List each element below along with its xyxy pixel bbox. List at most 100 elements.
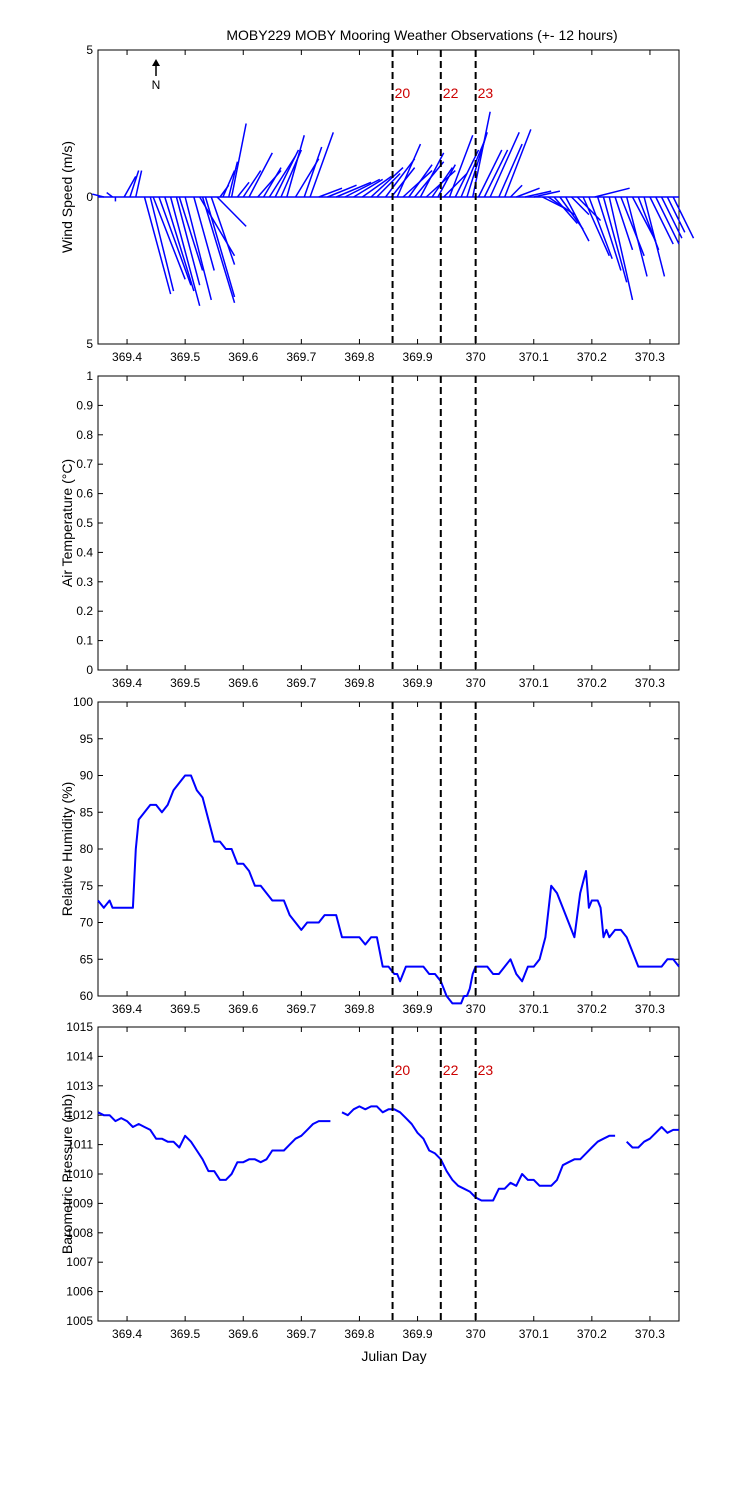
wind-vector bbox=[602, 196, 628, 283]
x-tick-label: 369.4 bbox=[112, 1002, 142, 1016]
wind-vector bbox=[509, 184, 523, 198]
series-line bbox=[97, 774, 680, 1005]
series-line bbox=[341, 1105, 616, 1202]
y-tick-label: 1015 bbox=[66, 1020, 93, 1034]
x-tick-label: 370.1 bbox=[519, 676, 549, 690]
wind-vector bbox=[582, 196, 610, 257]
x-tick-label: 369.8 bbox=[344, 1002, 374, 1016]
wind-vector bbox=[175, 196, 201, 286]
y-tick-label: 0 bbox=[86, 190, 93, 204]
wind-vector bbox=[268, 155, 297, 198]
wind-vector bbox=[408, 164, 433, 198]
y-tick-label: 5 bbox=[86, 43, 93, 57]
panel-3: 369.4 369.5 369.6 369.7 369.8 369.9 370 370.1 37… bbox=[59, 695, 680, 1016]
wind-vector bbox=[370, 167, 404, 198]
x-tick-label: 369.7 bbox=[286, 676, 316, 690]
wind-vector bbox=[309, 132, 335, 198]
x-tick-label: 370.2 bbox=[577, 350, 607, 364]
wind-vector bbox=[666, 196, 686, 233]
y-tick-label: 1005 bbox=[66, 1314, 93, 1328]
wind-vector bbox=[106, 191, 113, 198]
wind-vector bbox=[483, 149, 509, 198]
wind-vector bbox=[660, 196, 683, 239]
wind-vector bbox=[230, 123, 247, 198]
wind-vector bbox=[135, 170, 143, 198]
y-tick-label: 0.1 bbox=[76, 634, 93, 648]
x-tick-label: 369.8 bbox=[344, 350, 374, 364]
wind-vector bbox=[553, 196, 578, 224]
y-tick-label: 1013 bbox=[66, 1079, 93, 1093]
wind-vector bbox=[620, 196, 645, 257]
wind-vector bbox=[201, 196, 236, 304]
wind-vector bbox=[460, 140, 486, 198]
wind-vector bbox=[158, 196, 192, 286]
wind-vector bbox=[242, 170, 262, 198]
wind-vector bbox=[625, 196, 648, 277]
y-tick-label: 1010 bbox=[66, 1167, 93, 1181]
event-label: 20 bbox=[395, 85, 411, 101]
wind-vector bbox=[570, 196, 590, 216]
x-tick-label: 369.4 bbox=[112, 1327, 142, 1341]
wind-vector bbox=[344, 178, 381, 198]
wind-vector bbox=[524, 190, 552, 198]
x-tick-label: 369.9 bbox=[403, 350, 433, 364]
y-tick-label: 1009 bbox=[66, 1196, 93, 1210]
x-tick-label: 370.3 bbox=[635, 1327, 665, 1341]
wind-vector bbox=[672, 196, 695, 239]
wind-vector bbox=[164, 196, 195, 292]
x-tick-label: 370 bbox=[466, 676, 486, 690]
y-tick-label: 65 bbox=[80, 952, 94, 966]
wind-vector bbox=[489, 132, 520, 198]
axes-frame bbox=[97, 1026, 680, 1322]
y-tick-label: 0.3 bbox=[76, 575, 93, 589]
wind-vector bbox=[608, 196, 634, 301]
event-label: 22 bbox=[443, 85, 459, 101]
y-axis-title: Wind Speed (m/s) bbox=[59, 141, 75, 253]
y-tick-label: 5 bbox=[86, 337, 93, 351]
x-tick-label: 370 bbox=[466, 1002, 486, 1016]
x-tick-label: 369.7 bbox=[286, 1002, 316, 1016]
y-tick-label: 1014 bbox=[66, 1049, 93, 1063]
x-tick-label: 369.6 bbox=[228, 350, 258, 364]
wind-vector bbox=[431, 167, 454, 198]
y-tick-label: 70 bbox=[80, 916, 94, 930]
x-tick-label: 369.6 bbox=[228, 1327, 258, 1341]
y-tick-label: 0 bbox=[86, 663, 93, 677]
wind-vector bbox=[643, 196, 666, 277]
y-tick-label: 0.8 bbox=[76, 428, 93, 442]
y-tick-label: 1012 bbox=[66, 1108, 93, 1122]
panel-2: 369.4 369.5 369.6 369.7 369.8 369.9 370 370.1 37… bbox=[59, 369, 680, 690]
y-tick-label: 60 bbox=[80, 989, 94, 1003]
y-tick-label: 0.4 bbox=[76, 545, 93, 559]
wind-vector bbox=[516, 187, 540, 198]
x-tick-label: 369.6 bbox=[228, 1002, 258, 1016]
north-label: N bbox=[152, 78, 161, 92]
north-arrow: N bbox=[152, 59, 161, 92]
x-tick-label: 369.5 bbox=[170, 350, 200, 364]
y-tick-label: 0.2 bbox=[76, 604, 93, 618]
x-tick-label: 370.2 bbox=[577, 1327, 607, 1341]
x-tick-label: 370.1 bbox=[519, 350, 549, 364]
x-tick-label: 370.3 bbox=[635, 1002, 665, 1016]
y-tick-label: 75 bbox=[80, 879, 94, 893]
wind-vector bbox=[384, 158, 416, 198]
wind-vector bbox=[361, 175, 392, 198]
wind-vector bbox=[204, 196, 236, 298]
y-tick-label: 0.5 bbox=[76, 516, 93, 530]
x-tick-label: 370.3 bbox=[635, 676, 665, 690]
wind-vector bbox=[437, 164, 456, 198]
wind-vector bbox=[169, 196, 201, 306]
wind-vector bbox=[92, 193, 104, 198]
y-tick-label: 0.6 bbox=[76, 487, 93, 501]
wind-vector bbox=[236, 181, 250, 198]
wind-vector bbox=[248, 152, 273, 198]
x-tick-label: 369.7 bbox=[286, 1327, 316, 1341]
x-tick-label: 369.9 bbox=[403, 676, 433, 690]
event-label: 23 bbox=[478, 85, 494, 101]
y-tick-label: 0.7 bbox=[76, 457, 93, 471]
axes-frame bbox=[97, 375, 680, 671]
event-label: 22 bbox=[443, 1062, 459, 1078]
wind-vector bbox=[222, 170, 236, 198]
y-tick-label: 1007 bbox=[66, 1255, 93, 1269]
